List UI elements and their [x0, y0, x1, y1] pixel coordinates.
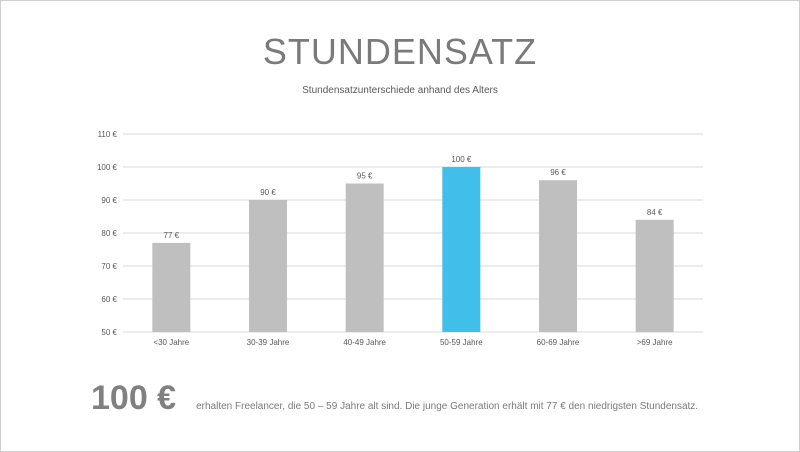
y-tick-label: 100 € — [97, 163, 118, 172]
data-label: 90 € — [260, 188, 276, 197]
slide-subtitle: Stundensatzunterschiede anhand des Alter… — [302, 85, 498, 96]
data-label: 100 € — [451, 155, 472, 164]
x-tick-label: 60-69 Jahre — [537, 338, 580, 347]
highlight-value: 100 € — [91, 379, 177, 417]
data-label: 77 € — [164, 231, 180, 240]
slide-title: STUNDENSATZ — [262, 31, 538, 72]
x-tick-label: 40-49 Jahre — [343, 338, 386, 347]
data-label: 95 € — [357, 172, 373, 181]
footer-text: erhalten Freelancer, die 50 – 59 Jahre a… — [196, 401, 699, 412]
y-tick-label: 70 € — [101, 262, 117, 271]
bar — [152, 242, 191, 332]
bar — [539, 180, 577, 332]
bar — [345, 183, 384, 332]
data-label: 84 € — [647, 208, 663, 217]
y-tick-label: 50 € — [101, 328, 117, 337]
y-tick-label: 90 € — [101, 196, 117, 205]
bar — [635, 219, 674, 332]
x-tick-label: 50-59 Jahre — [440, 338, 483, 347]
y-tick-label: 110 € — [98, 130, 118, 139]
footer-statement: 100 € erhalten Freelancer, die 50 – 59 J… — [91, 379, 698, 418]
x-tick-label: <30 Jahre — [153, 338, 189, 347]
y-tick-label: 80 € — [101, 229, 117, 238]
bar-chart: 50 € 60 € 70 € 80 € 90 € 100 € 110 € 77 € <30 Ja… — [97, 130, 703, 347]
x-tick-label: 30-39 Jahre — [247, 338, 290, 347]
y-tick-label: 60 € — [101, 295, 117, 304]
bar — [249, 200, 287, 332]
bar — [442, 167, 481, 332]
x-tick-label: >69 Jahre — [637, 338, 673, 347]
data-label: 96 € — [550, 168, 566, 177]
